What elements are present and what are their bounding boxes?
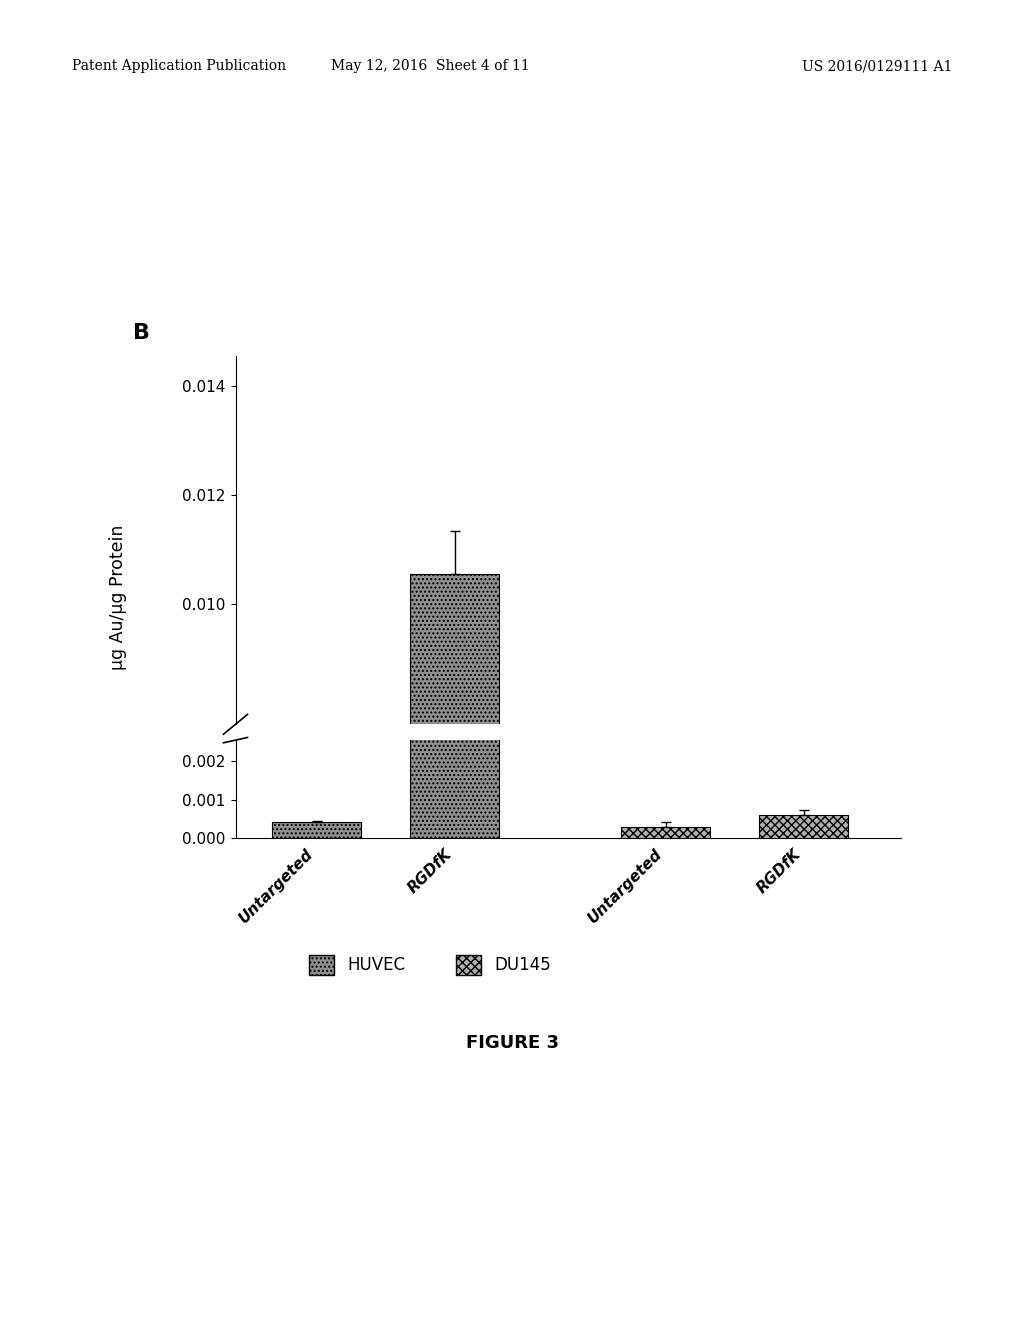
Bar — [272, 1126, 361, 1150]
Text: Untargeted: Untargeted — [586, 846, 666, 927]
Text: May 12, 2016  Sheet 4 of 11: May 12, 2016 Sheet 4 of 11 — [331, 59, 529, 74]
Text: Patent Application Publication: Patent Application Publication — [72, 59, 286, 74]
Text: US 2016/0129111 A1: US 2016/0129111 A1 — [802, 59, 952, 74]
Legend: HUVEC, DU145: HUVEC, DU145 — [303, 948, 557, 982]
Text: FIGURE 3: FIGURE 3 — [466, 1034, 558, 1052]
Bar — [759, 1117, 848, 1150]
Bar — [759, 814, 848, 838]
Bar — [410, 574, 500, 1150]
Bar — [622, 828, 711, 838]
Text: B: B — [133, 323, 151, 343]
Bar — [622, 1134, 711, 1150]
Text: Untargeted: Untargeted — [237, 846, 316, 927]
Text: RGDfK: RGDfK — [404, 846, 455, 896]
Text: RGDfK: RGDfK — [754, 846, 804, 896]
Bar — [272, 822, 361, 838]
Text: μg Au/μg Protein: μg Au/μg Protein — [109, 524, 127, 671]
Bar — [410, 433, 500, 838]
